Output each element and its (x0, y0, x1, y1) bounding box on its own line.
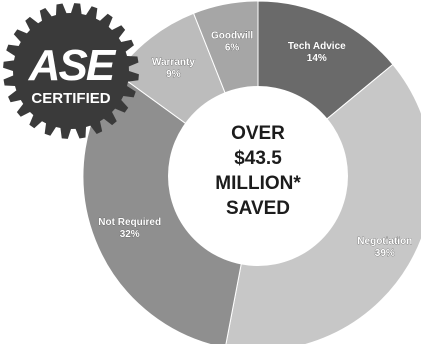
slice-category-label: Warranty (152, 57, 195, 68)
slice-value-label: 32% (120, 229, 140, 240)
center-text-line-4: SAVED (226, 198, 290, 219)
center-text-line-2: $43.5 (234, 148, 282, 169)
badge-logo-text: ASE (28, 41, 117, 90)
center-text-line-1: OVER (231, 123, 285, 144)
slice-category-label: Not Required (98, 217, 161, 228)
slice-value-label: 14% (307, 53, 327, 64)
slice-category-label: Goodwill (211, 30, 253, 41)
badge-caption: CERTIFIED (31, 90, 110, 107)
gear-icon (3, 3, 139, 139)
slice-value-label: 39% (375, 248, 395, 259)
slice-value-label: 6% (225, 42, 240, 53)
center-text-line-3: MILLION* (215, 173, 301, 194)
donut-hole (168, 86, 348, 266)
ase-certified-badge: ASE CERTIFIED (3, 3, 139, 139)
center-text: OVER $43.5 MILLION* SAVED (215, 123, 301, 219)
slice-value-label: 9% (166, 69, 181, 80)
slice-category-label: Negotiation (357, 236, 412, 247)
slice-category-label: Tech Advice (288, 41, 346, 52)
